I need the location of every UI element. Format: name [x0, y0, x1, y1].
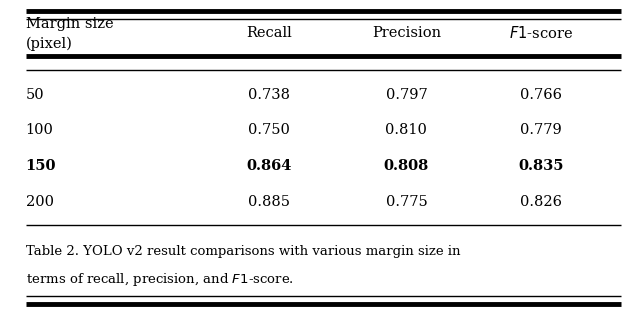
Text: 200: 200 [26, 194, 54, 209]
Text: 100: 100 [26, 123, 54, 137]
Text: $\mathit{F1}$-score: $\mathit{F1}$-score [509, 24, 573, 41]
Text: 0.750: 0.750 [248, 123, 290, 137]
Text: Table 2. YOLO v2 result comparisons with various margin size in: Table 2. YOLO v2 result comparisons with… [26, 245, 460, 258]
Text: 0.797: 0.797 [385, 87, 428, 102]
Text: Margin size
(pixel): Margin size (pixel) [26, 17, 113, 51]
Text: 150: 150 [26, 159, 56, 173]
Text: 0.775: 0.775 [385, 194, 428, 209]
Text: 0.766: 0.766 [520, 87, 562, 102]
Text: 0.810: 0.810 [385, 123, 428, 137]
Text: Precision: Precision [372, 25, 441, 40]
Text: 0.826: 0.826 [520, 194, 562, 209]
Text: Recall: Recall [246, 25, 292, 40]
Text: 50: 50 [26, 87, 44, 102]
Text: 0.779: 0.779 [520, 123, 562, 137]
Text: 0.864: 0.864 [246, 159, 291, 173]
Text: 0.808: 0.808 [384, 159, 429, 173]
Text: 0.885: 0.885 [248, 194, 290, 209]
Text: 0.738: 0.738 [248, 87, 290, 102]
Text: 0.835: 0.835 [518, 159, 564, 173]
Text: terms of recall, precision, and $\mathit{F1}$-score.: terms of recall, precision, and $\mathit… [26, 271, 294, 287]
